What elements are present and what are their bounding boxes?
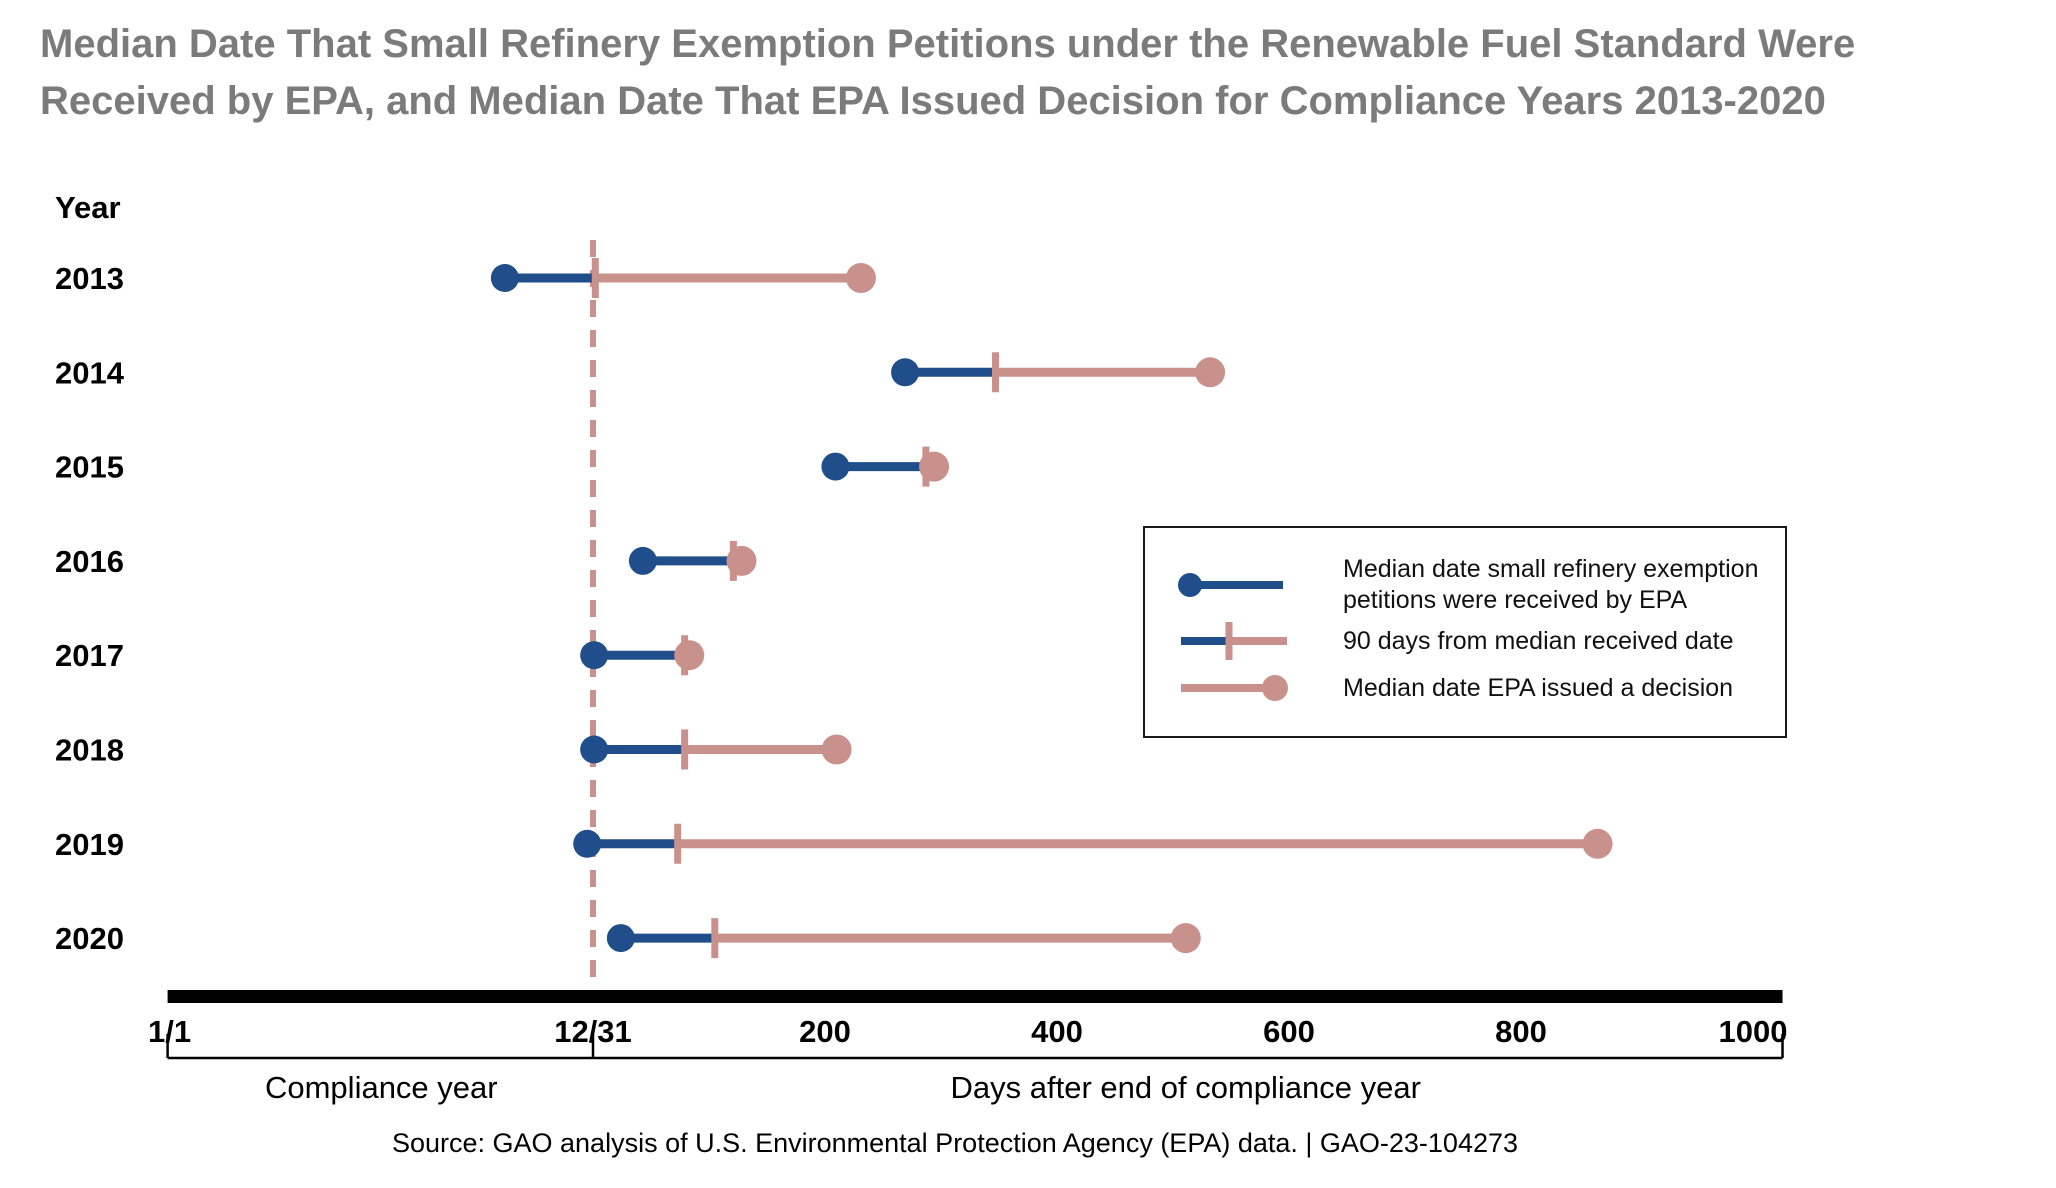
row-2018-decision-dot [821, 734, 852, 765]
x-tick-200: 200 [799, 1014, 851, 1049]
year-label-2016: 2016 [55, 544, 124, 579]
legend-label-90days: 90 days from median received date [1343, 626, 1734, 655]
row-2019-decision-dot [1582, 828, 1613, 859]
row-2016-received-dot [628, 546, 657, 575]
row-2015-decision-dot [919, 451, 950, 482]
row-2020-received-dot [606, 924, 635, 953]
x-tick-400: 400 [1031, 1014, 1083, 1049]
x-tick-600: 600 [1263, 1014, 1315, 1049]
legend-item-received: Median date small refinery exemption pet… [1175, 554, 1765, 616]
x-tick-1000: 1000 [1719, 1014, 1788, 1049]
segment-label-0: Compliance year [265, 1070, 498, 1105]
year-label-2017: 2017 [55, 638, 124, 673]
legend-label-decision: Median date EPA issued a decision [1343, 673, 1734, 702]
year-label-2019: 2019 [55, 827, 124, 862]
row-2017-received-dot [580, 641, 609, 670]
segment-label-1: Days after end of compliance year [951, 1070, 1421, 1105]
year-label-2014: 2014 [55, 355, 125, 390]
decision-line-dot-icon [1181, 675, 1288, 701]
x-axis-bar [167, 990, 1783, 1003]
x-tick-1-1: 1/1 [148, 1014, 191, 1049]
row-2018-received-dot [580, 735, 609, 764]
year-label-2015: 2015 [55, 450, 124, 485]
year-label-2020: 2020 [55, 921, 124, 956]
legend-item-90days: 90 days from median received date [1175, 619, 1765, 663]
row-2016-decision-dot [726, 545, 757, 576]
row-2015-received-dot [821, 452, 850, 481]
row-2013-received-dot [490, 264, 519, 292]
legend-box: Median date small refinery exemption pet… [1143, 526, 1787, 738]
row-2020-decision-dot [1170, 923, 1201, 954]
row-2014-received-dot [891, 358, 920, 387]
year-axis-header: Year [55, 190, 121, 225]
year-label-2013: 2013 [55, 261, 124, 296]
chart-title-line1: Median Date That Small Refinery Exemptio… [40, 22, 1856, 66]
year-label-2018: 2018 [55, 733, 124, 768]
ninety-day-tick-icon [1181, 622, 1287, 660]
received-dot-line-icon [1178, 573, 1283, 597]
chart-title-line2: Received by EPA, and Median Date That EP… [40, 79, 1826, 123]
row-2017-decision-dot [674, 640, 705, 671]
row-2019-received-dot [573, 829, 602, 858]
legend-label-received: Median date small refinery exemption pet… [1343, 555, 1759, 614]
x-tick-800: 800 [1495, 1014, 1547, 1049]
row-2014-decision-dot [1195, 357, 1226, 388]
source-note: Source: GAO analysis of U.S. Environment… [391, 1128, 1519, 1158]
row-2013-decision-dot [845, 263, 876, 293]
chart-title: Median Date That Small Refinery Exemptio… [40, 16, 1855, 130]
legend-item-decision: Median date EPA issued a decision [1175, 666, 1765, 710]
